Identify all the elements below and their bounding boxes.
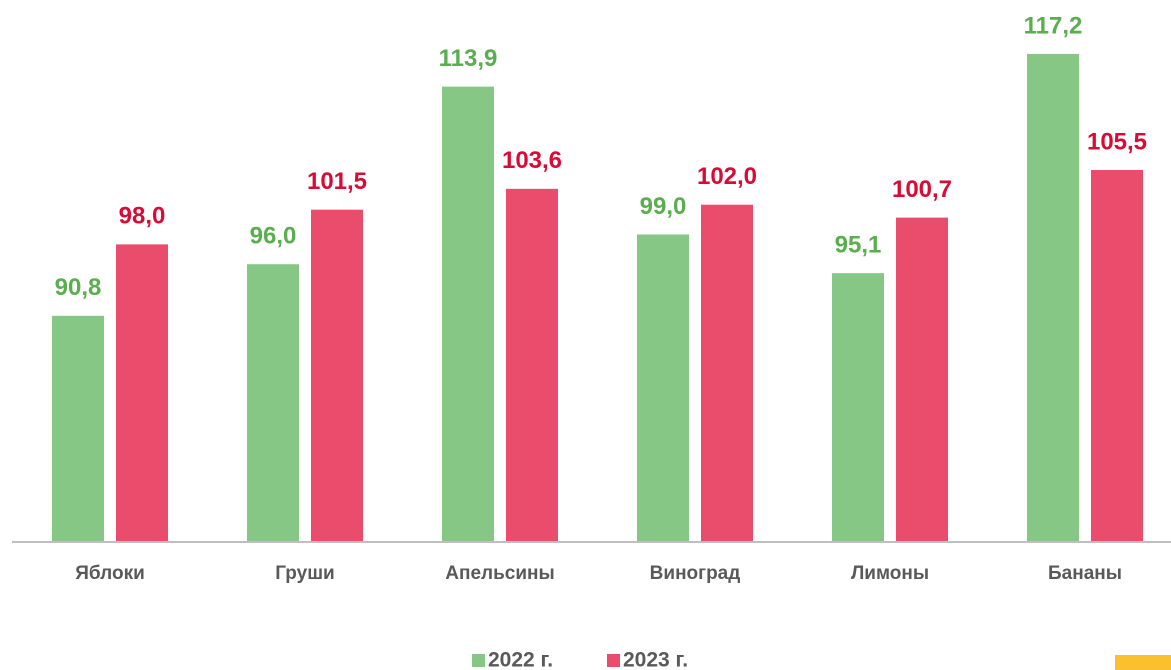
value-label: 103,6	[502, 147, 562, 174]
bar	[311, 209, 363, 542]
bar	[701, 204, 753, 543]
value-label: 117,2	[1024, 12, 1083, 39]
legend-label: 2023 г.	[623, 649, 688, 670]
bar	[116, 244, 168, 542]
value-label: 100,7	[892, 176, 952, 203]
legend-label: 2022 г.	[488, 649, 553, 670]
x-tick-label: Виноград	[650, 563, 741, 584]
bar	[1091, 169, 1143, 542]
x-tick-label: Бананы	[1048, 563, 1122, 584]
value-label: 90,8	[55, 274, 102, 301]
value-label: 102,0	[697, 163, 757, 190]
value-label: 98,0	[119, 203, 166, 230]
bar	[1027, 53, 1079, 542]
value-label: 95,1	[835, 232, 882, 259]
legend-swatch	[607, 654, 620, 667]
value-label: 101,5	[307, 168, 367, 195]
x-tick-label: Груши	[275, 563, 335, 584]
value-label: 105,5	[1087, 128, 1147, 155]
x-tick-label: Яблоки	[75, 563, 145, 584]
x-tick-label: Лимоны	[851, 563, 929, 584]
corner-decoration	[1115, 655, 1171, 670]
legend-swatch	[472, 654, 485, 667]
value-label: 99,0	[640, 193, 687, 220]
bar	[442, 86, 494, 542]
bar	[506, 188, 558, 542]
value-label: 96,0	[250, 223, 297, 250]
bar	[52, 315, 104, 542]
bar	[896, 217, 948, 542]
value-label: 113,9	[439, 45, 498, 72]
bar	[832, 273, 884, 542]
bar	[247, 264, 299, 542]
x-tick-label: Апельсины	[445, 563, 554, 584]
bar	[637, 234, 689, 543]
